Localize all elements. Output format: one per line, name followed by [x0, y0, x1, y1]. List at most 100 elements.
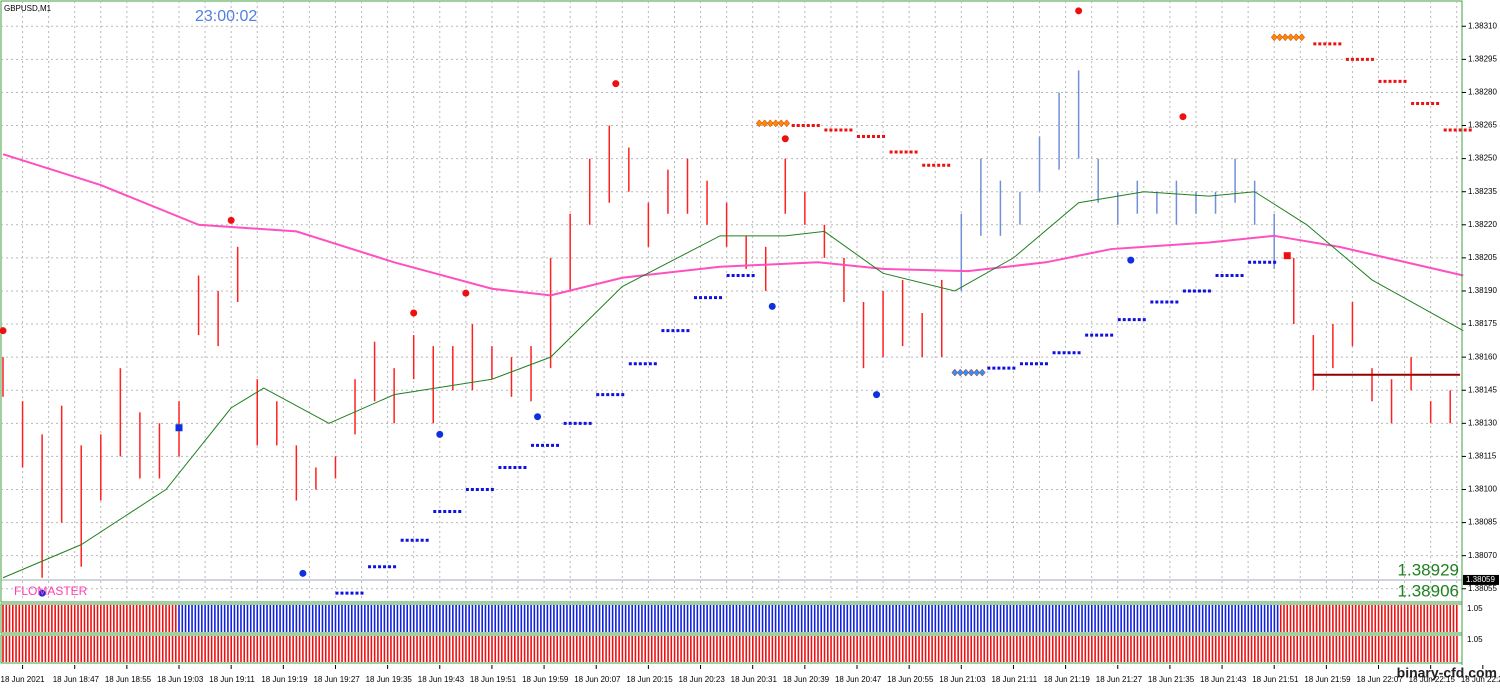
y-tick-label: 1.38250 — [1468, 154, 1497, 163]
x-tick-label: 18 Jun 20:07 — [574, 675, 621, 684]
diamond — [962, 368, 970, 377]
y-tick-label: 1.38085 — [1468, 518, 1497, 527]
signal-dot — [612, 80, 620, 88]
y-tick-label: 1.38205 — [1468, 253, 1497, 262]
diamond — [973, 368, 981, 377]
x-tick-label: 18 Jun 2021 — [1, 675, 46, 684]
y-tick-label: 1.38310 — [1468, 21, 1497, 30]
signal-dot — [462, 289, 470, 297]
level-diamonds — [1270, 33, 1306, 42]
symbol-title: GBPUSD,M1 — [4, 4, 52, 13]
x-tick-label: 18 Jun 21:27 — [1096, 675, 1143, 684]
diamond — [761, 119, 769, 128]
level-diamonds — [755, 119, 791, 128]
current-price-label: 1.38059 — [1466, 575, 1495, 584]
x-tick-label: 18 Jun 21:51 — [1252, 675, 1299, 684]
histogram-range — [1279, 605, 1458, 632]
current-price-box — [1463, 574, 1499, 585]
x-tick-label: 18 Jun 21:35 — [1148, 675, 1195, 684]
price-label: 1.38906 — [1398, 581, 1459, 600]
y-tick-label: 1.38175 — [1468, 319, 1497, 328]
y-tick-label: 1.38055 — [1468, 584, 1497, 593]
signal-dot — [1075, 7, 1083, 15]
signal-dot — [781, 135, 789, 143]
subwindow-frame — [0, 634, 1463, 664]
signal-dot — [1179, 113, 1187, 121]
x-tick-label: 18 Jun 21:11 — [991, 675, 1037, 684]
clock: 23:00:02 — [195, 8, 257, 25]
y-tick-label: 1.38295 — [1468, 54, 1497, 63]
signal-dot — [410, 309, 418, 317]
x-tick-label: 18 Jun 22:2 — [1461, 675, 1500, 684]
y-tick-label: 1.38115 — [1468, 452, 1497, 461]
signal-dot — [873, 391, 881, 399]
x-tick-label: 18 Jun 19:27 — [313, 675, 360, 684]
x-tick-label: 18 Jun 18:55 — [105, 675, 152, 684]
diamond — [1287, 33, 1295, 42]
x-tick-label: 18 Jun 21:43 — [1200, 675, 1247, 684]
y-tick-label: 1.38070 — [1468, 551, 1497, 560]
x-tick-label: 18 Jun 21:19 — [1044, 675, 1091, 684]
y-tick-label: 1.38160 — [1468, 352, 1497, 361]
y-tick-label: 1.38145 — [1468, 385, 1497, 394]
histogram-range — [2, 605, 177, 632]
moving-average — [2, 191, 1464, 579]
signal-dot — [534, 413, 542, 421]
signal-square — [1283, 252, 1291, 260]
y-tick-label: 1.38235 — [1468, 187, 1497, 196]
watermark: binary-cfd.com — [1397, 665, 1497, 681]
subwindow-level: 1.05 — [1467, 635, 1483, 644]
x-tick-label: 18 Jun 21:59 — [1304, 675, 1351, 684]
x-tick-label: 18 Jun 19:59 — [522, 675, 569, 684]
diamond — [956, 368, 964, 377]
diamond — [967, 368, 975, 377]
x-tick-label: 18 Jun 20:31 — [731, 675, 778, 684]
subwindow-frame — [0, 603, 1463, 634]
y-tick-label: 1.38130 — [1468, 418, 1497, 427]
diamond — [1298, 33, 1306, 42]
histogram-range — [2, 636, 1458, 662]
x-tick-label: 18 Jun 19:19 — [261, 675, 308, 684]
x-tick-label: 18 Jun 19:43 — [418, 675, 465, 684]
signal-dot — [768, 302, 776, 310]
y-tick-label: 1.38280 — [1468, 88, 1497, 97]
diamond — [1292, 33, 1300, 42]
x-tick-label: 18 Jun 20:15 — [626, 675, 673, 684]
x-tick-label: 18 Jun 22:07 — [1357, 675, 1404, 684]
x-tick-label: 18 Jun 19:03 — [157, 675, 204, 684]
price-label: 1.38929 — [1398, 560, 1459, 579]
signal-dot — [227, 216, 235, 224]
histogram-range — [178, 605, 1279, 632]
signal-dot — [1127, 256, 1135, 264]
diamond — [1270, 33, 1278, 42]
diamond — [777, 119, 785, 128]
y-tick-label: 1.38190 — [1468, 286, 1497, 295]
x-tick-label: 18 Jun 19:51 — [470, 675, 517, 684]
x-tick-label: 18 Jun 19:35 — [366, 675, 413, 684]
plot-frame — [0, 0, 1463, 603]
diamond — [1281, 33, 1289, 42]
signal-dot — [38, 589, 46, 597]
x-tick-label: 18 Jun 20:39 — [783, 675, 830, 684]
signal-square — [175, 424, 183, 432]
y-tick-label: 1.38100 — [1468, 485, 1497, 494]
x-tick-label: 18 Jun 19:11 — [209, 675, 255, 684]
signal-dot — [0, 327, 7, 335]
diamond — [951, 368, 959, 377]
signal-dot — [436, 430, 444, 438]
diamond — [766, 119, 774, 128]
level-diamonds — [951, 368, 986, 377]
diamond — [978, 368, 986, 377]
x-tick-label: 18 Jun 22:15 — [1409, 675, 1456, 684]
diamond — [1276, 33, 1284, 42]
y-tick-label: 1.38220 — [1468, 220, 1497, 229]
diamond — [772, 119, 780, 128]
subwindow-level: 1.05 — [1467, 604, 1483, 613]
x-tick-label: 18 Jun 18:47 — [53, 675, 100, 684]
diamond — [755, 119, 763, 128]
diamond — [783, 119, 791, 128]
signal-dot — [299, 569, 307, 577]
x-tick-label: 18 Jun 20:55 — [887, 675, 934, 684]
x-tick-label: 18 Jun 21:03 — [939, 675, 986, 684]
